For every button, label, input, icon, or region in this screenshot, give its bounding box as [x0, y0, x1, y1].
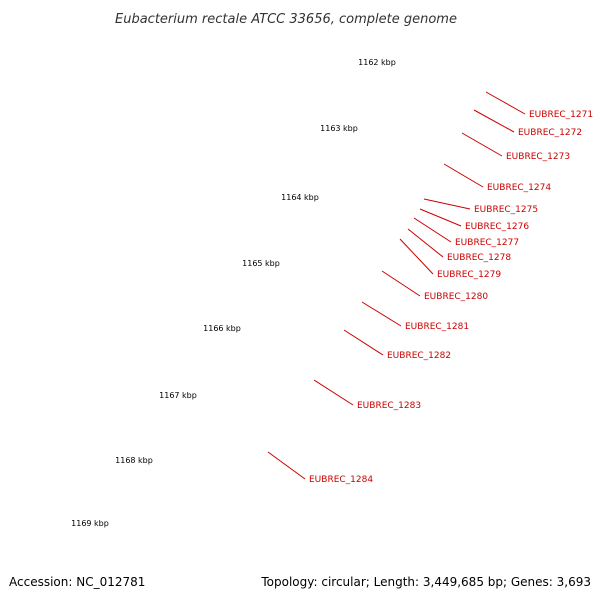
gene-label[interactable]: EUBREC_1274 [487, 183, 551, 193]
kbp-label: 1166 kbp [203, 324, 241, 333]
gene-label[interactable]: EUBREC_1272 [518, 128, 582, 138]
label-leader-line [381, 270, 421, 297]
gene-label[interactable]: EUBREC_1276 [465, 222, 529, 232]
gene-label[interactable]: EUBREC_1284 [309, 475, 373, 485]
label-leader-line [485, 91, 526, 115]
label-leader-line [413, 217, 452, 243]
gene-label[interactable]: EUBREC_1278 [447, 253, 511, 263]
gene-label[interactable]: EUBREC_1283 [357, 401, 421, 411]
label-leader-line [473, 109, 515, 133]
label-leader-line [313, 379, 354, 406]
label-leader-line [407, 228, 444, 258]
gene-label[interactable]: EUBREC_1282 [387, 351, 451, 361]
kbp-label: 1169 kbp [71, 519, 109, 528]
kbp-label: 1168 kbp [115, 456, 153, 465]
label-leader-line [443, 163, 484, 188]
kbp-label: 1164 kbp [281, 193, 319, 202]
kbp-label: 1167 kbp [159, 391, 197, 400]
gene-label[interactable]: EUBREC_1277 [455, 238, 519, 248]
label-leader-line [461, 132, 503, 157]
kbp-label: 1165 kbp [242, 259, 280, 268]
label-leader-line [423, 198, 471, 210]
gene-label[interactable]: EUBREC_1280 [424, 292, 488, 302]
accession-text: Accession: NC_012781 [9, 575, 145, 589]
gene-label[interactable]: EUBREC_1279 [437, 270, 501, 280]
gene-label[interactable]: EUBREC_1271 [529, 110, 593, 120]
gene-label[interactable]: EUBREC_1273 [506, 152, 570, 162]
label-leader-line [399, 238, 434, 275]
gene-label[interactable]: EUBREC_1275 [474, 205, 538, 215]
label-leader-line [361, 301, 402, 327]
gene-labels-layer: EUBREC_1271 EUBREC_1272 EUBREC_1273 EUBREC_… [309, 110, 593, 485]
label-leader-line [343, 329, 384, 356]
kbp-labels-layer: 1162 kbp 1163 kbp 1164 kbp 1165 kbp 1166 kbp… [71, 58, 396, 528]
gene-label[interactable]: EUBREC_1281 [405, 322, 469, 332]
kbp-label: 1163 kbp [320, 124, 358, 133]
label-leader-line [267, 451, 306, 480]
kbp-label: 1162 kbp [358, 58, 396, 67]
label-leaders-layer [267, 91, 526, 480]
label-leader-line [419, 208, 462, 227]
genome-info-text: Topology: circular; Length: 3,449,685 bp… [260, 575, 591, 589]
genome-title: Eubacterium rectale ATCC 33656, complete… [115, 12, 457, 27]
